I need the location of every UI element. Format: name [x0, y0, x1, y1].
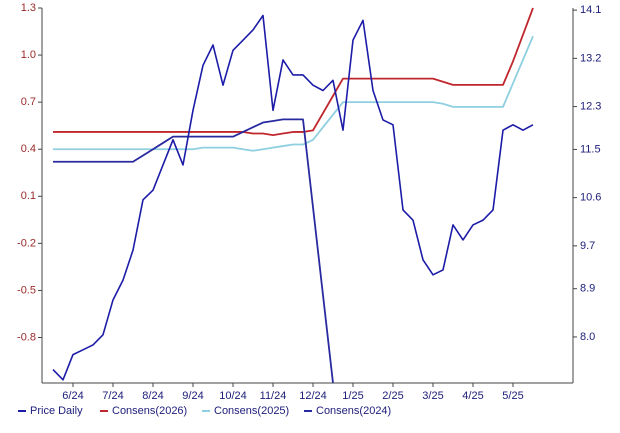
legend-label: Consens(2026): [112, 405, 187, 417]
x-tick-label: 3/25: [422, 390, 443, 402]
y-tick-label: 0.1: [21, 190, 36, 202]
y2-tick-label: 14.1: [580, 4, 601, 16]
y-tick-label: 0.4: [21, 143, 36, 155]
legend-label: Consens(2024): [316, 405, 391, 417]
x-tick-label: 8/24: [142, 390, 163, 402]
y2-tick-label: 8.0: [580, 331, 595, 343]
y-tick-label: -0.2: [17, 237, 36, 249]
y2-tick-label: 13.2: [580, 52, 601, 64]
y-tick-label: 0.7: [21, 96, 36, 108]
series-line: [52, 14, 534, 381]
y2-tick-label: 11.5: [580, 143, 601, 155]
x-tick-label: 5/25: [502, 390, 523, 402]
y-tick-label: 1.3: [21, 2, 36, 14]
x-tick-label: 4/25: [462, 390, 483, 402]
x-tick-label: 2/25: [382, 390, 403, 402]
x-tick-label: 1/25: [342, 390, 363, 402]
series-line: [53, 118, 334, 384]
x-tick-label: 11/24: [260, 390, 287, 402]
x-tick-label: 6/24: [62, 390, 83, 402]
y2-tick-label: 12.3: [580, 100, 601, 112]
series-line: [53, 7, 534, 136]
y2-tick-label: 8.9: [580, 283, 595, 295]
y-tick-label: -0.8: [17, 331, 36, 343]
legend-label: Price Daily: [30, 405, 83, 417]
x-tick-label: 9/24: [182, 390, 203, 402]
y-tick-label: -0.5: [17, 284, 36, 296]
x-tick-label: 7/24: [102, 390, 123, 402]
legend-label: Consens(2025): [214, 405, 289, 417]
x-tick-label: 10/24: [219, 390, 247, 402]
x-tick-label: 12/24: [299, 390, 327, 402]
series-line: [53, 35, 534, 152]
y2-tick-label: 10.6: [580, 192, 601, 204]
y-tick-label: 1.0: [21, 49, 36, 61]
y2-tick-label: 9.7: [580, 240, 595, 252]
